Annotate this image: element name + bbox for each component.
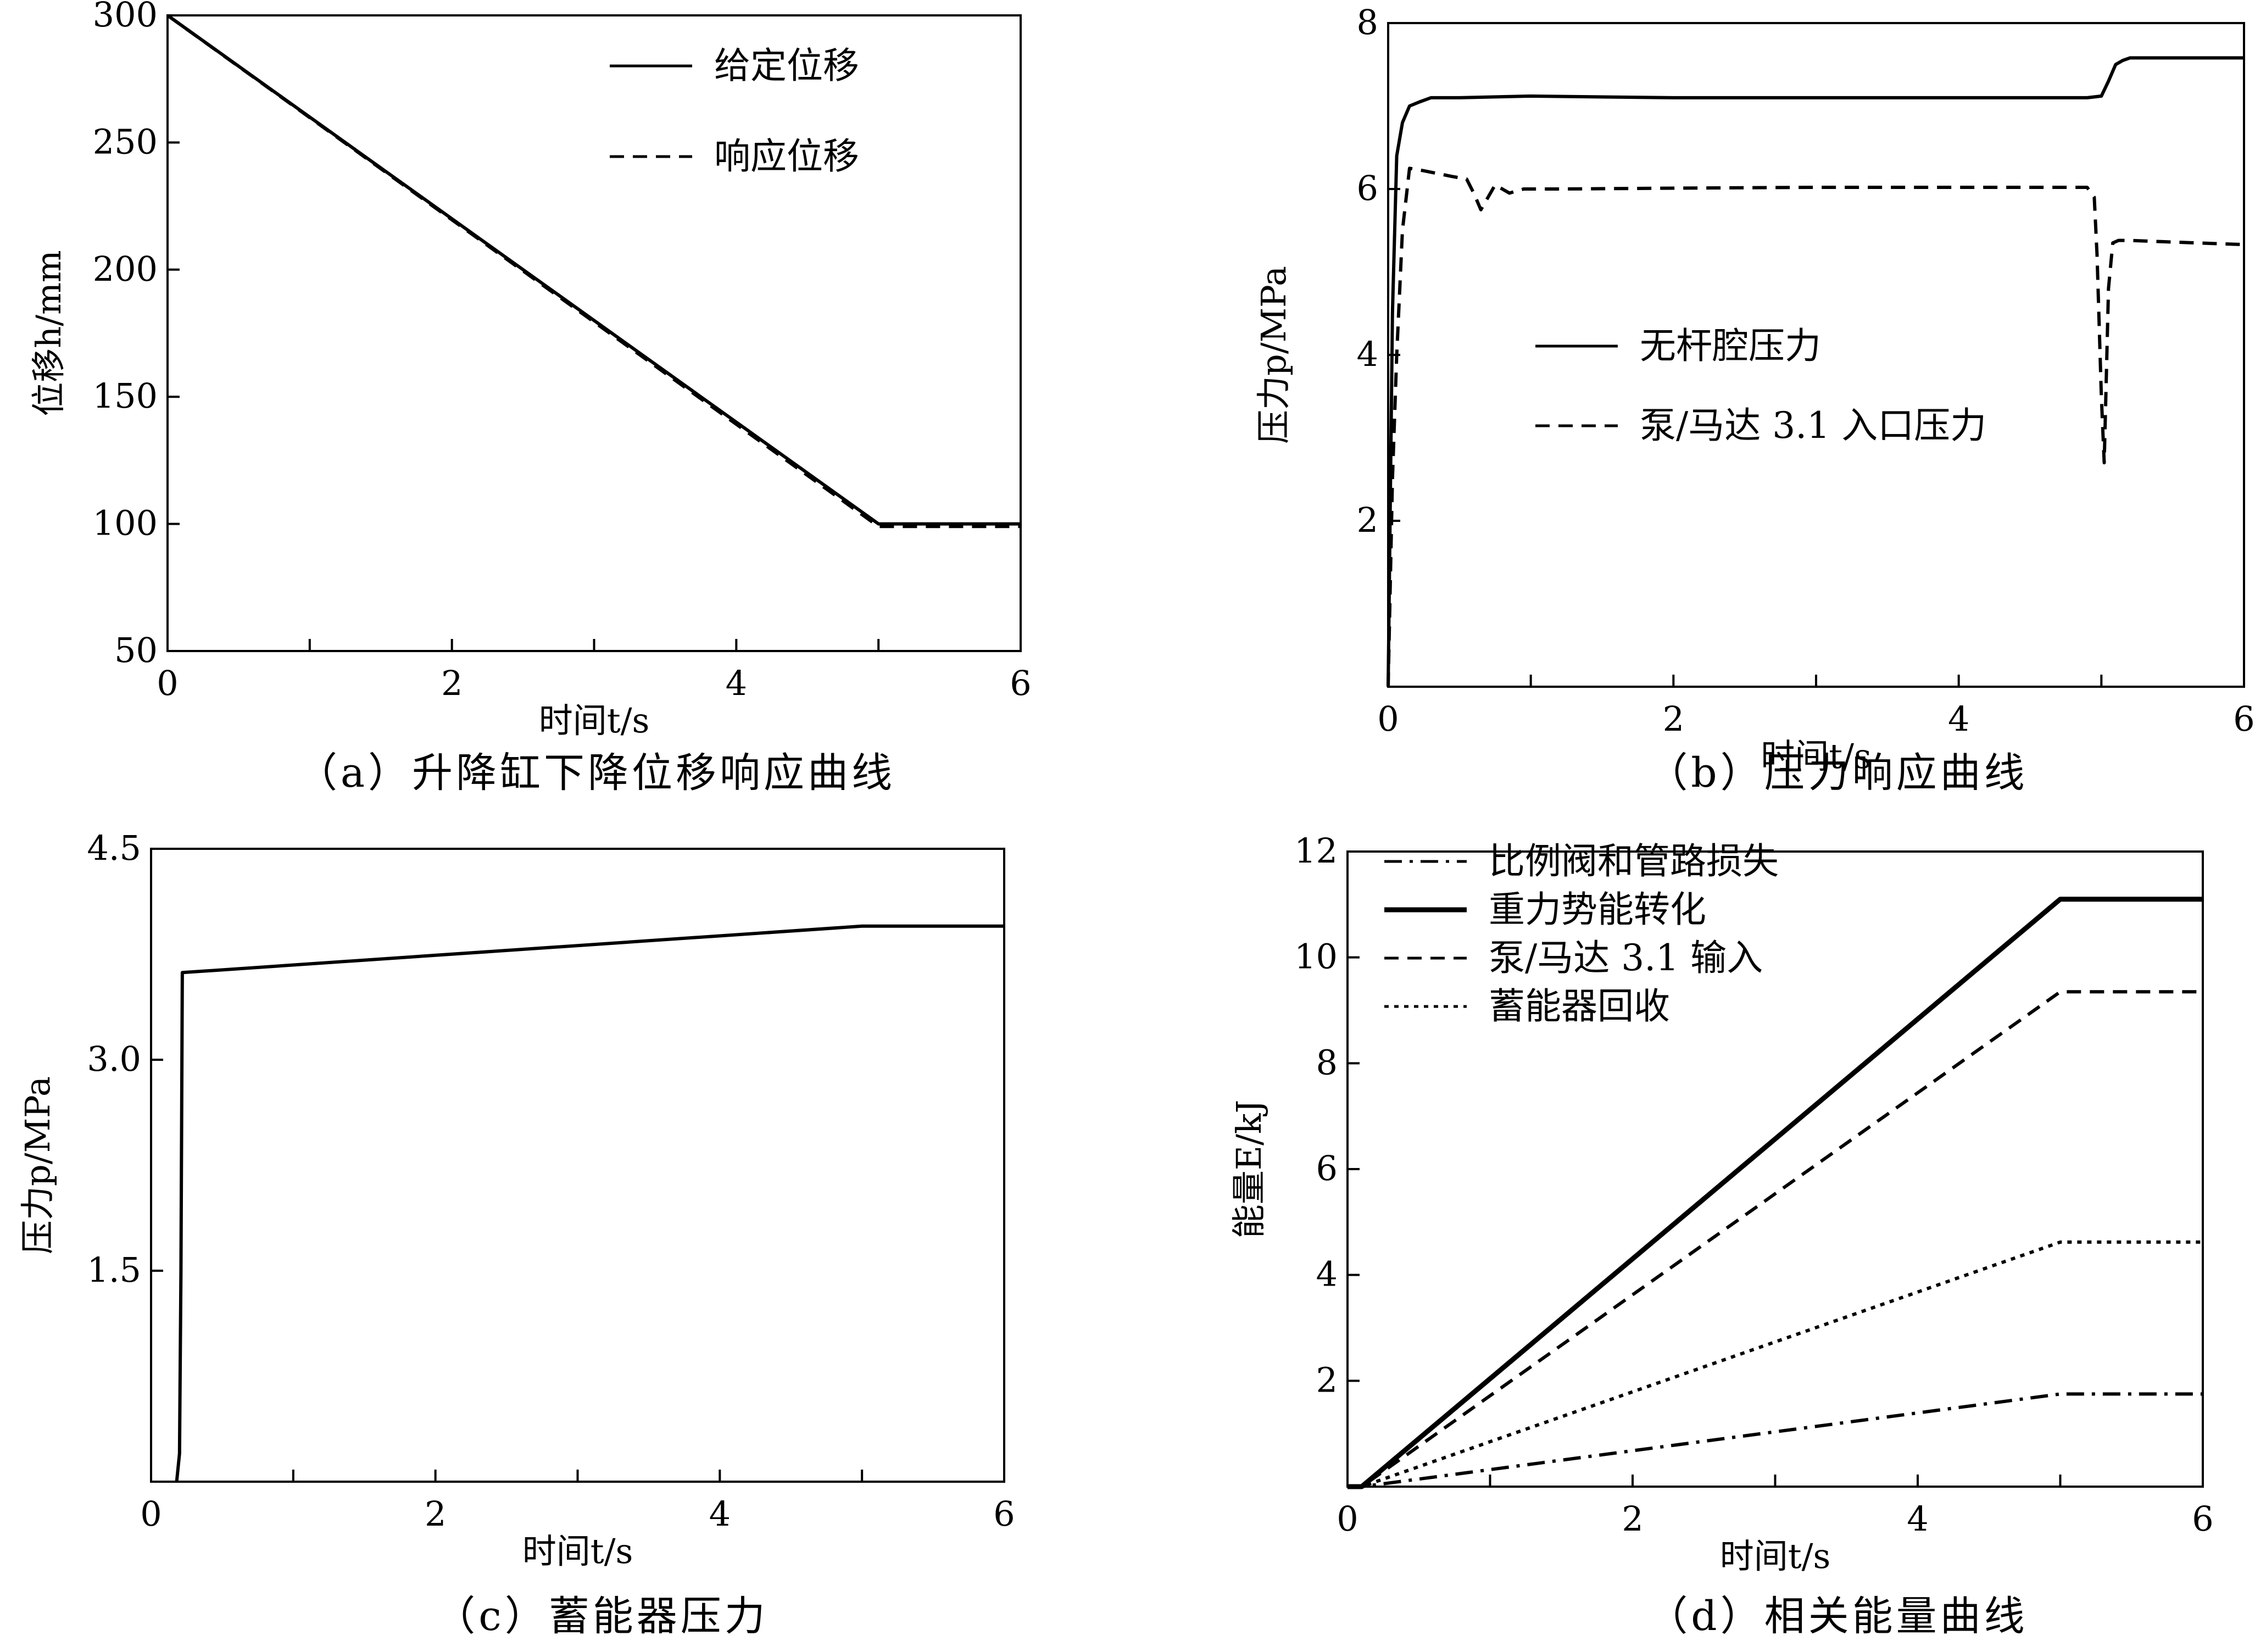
y-tick-label: 250 <box>93 121 158 162</box>
series-line <box>1387 56 2244 687</box>
series-line <box>1348 1240 2203 1488</box>
legend-label: 重力势能转化 <box>1489 888 1706 931</box>
y-tick-label: 300 <box>93 0 158 35</box>
y-tick-label: 12 <box>1294 831 1338 871</box>
y-tick-label: 10 <box>1294 937 1338 977</box>
legend-label: 无杆腔压力 <box>1640 325 1821 367</box>
legend-label: 给定位移 <box>714 45 859 87</box>
y-tick-label: 100 <box>93 503 158 543</box>
series-line <box>166 14 1021 529</box>
figure-caption: （b）压力响应曲线 <box>1647 749 2028 797</box>
legend-label: 比例阀和管路损失 <box>1489 840 1779 882</box>
chart-a: 0 2 4 6 50 100 150 200 250 300 时间t/s 位移h/mm （a）升降缸下降… <box>29 0 1032 797</box>
series-line <box>166 14 1021 526</box>
x-tick-label: 0 <box>1377 699 1399 739</box>
figure-caption: （c）蓄能器压力 <box>435 1593 768 1640</box>
y-tick-label: 6 <box>1316 1148 1338 1188</box>
series-line <box>1348 1392 2203 1488</box>
y-tick-label: 6 <box>1357 168 1378 208</box>
x-axis-label: 时间t/s <box>1720 1536 1831 1576</box>
x-tick-label: 6 <box>2233 699 2254 739</box>
y-tick-label: 150 <box>93 376 158 416</box>
y-tick-label: 4 <box>1316 1254 1338 1294</box>
y-tick-label: 2 <box>1357 500 1378 540</box>
series-line <box>1387 166 2245 687</box>
chart-c: 0 2 4 6 1.5 3.0 4.5 时间t/s 压力p/MPa （c）蓄能器压力 <box>18 828 1015 1640</box>
x-tick-label: 2 <box>425 1494 446 1534</box>
legend-label: 泵/马达 3.1 输入 <box>1489 937 1763 979</box>
y-tick-label: 8 <box>1357 2 1378 42</box>
y-tick-label: 1.5 <box>87 1250 141 1290</box>
x-tick-label: 6 <box>1010 663 1031 703</box>
x-tick-label: 4 <box>1907 1499 1928 1539</box>
plot-frame <box>150 848 1005 1483</box>
x-tick-label: 4 <box>726 663 747 703</box>
y-tick-label: 200 <box>93 249 158 289</box>
legend-label: 响应位移 <box>714 135 859 177</box>
x-tick-label: 0 <box>140 1494 162 1534</box>
y-tick-label: 3.0 <box>87 1039 141 1079</box>
x-axis-label: 时间t/s <box>522 1531 633 1571</box>
y-tick-label: 50 <box>114 630 158 670</box>
x-axis-label: 时间t/s <box>1761 736 1872 776</box>
x-tick-label: 4 <box>709 1494 731 1534</box>
x-tick-label: 4 <box>1948 699 1969 739</box>
legend-label: 蓄能器回收 <box>1489 985 1670 1027</box>
x-axis-label: 时间t/s <box>539 700 650 741</box>
legend-label: 泵/马达 3.1 入口压力 <box>1640 404 1986 447</box>
y-tick-label: 8 <box>1316 1042 1338 1082</box>
plot-frame <box>166 14 1022 652</box>
x-tick-label: 0 <box>1337 1499 1358 1539</box>
series-line <box>1348 990 2203 1488</box>
x-tick-label: 6 <box>993 1494 1015 1534</box>
x-tick-label: 0 <box>157 663 178 703</box>
y-tick-label: 4.5 <box>87 828 141 868</box>
y-tick-label: 4 <box>1357 334 1378 374</box>
series-line <box>175 924 1004 1482</box>
figure-caption: （d）相关能量曲线 <box>1647 1593 2028 1640</box>
y-axis-label: 压力p/MPa <box>18 1076 58 1254</box>
figure-caption: （a）升降缸下降位移响应曲线 <box>297 749 895 797</box>
chart-d: 0 2 4 6 2 4 6 8 10 12 时间t/s 能量E/kJ （d）相关能量曲线 比例阀和管路损失… <box>1229 831 2214 1640</box>
y-axis-label: 压力p/MPa <box>1254 266 1294 444</box>
x-tick-label: 2 <box>1663 699 1684 739</box>
y-axis-label: 位移h/mm <box>29 250 69 416</box>
y-tick-label: 2 <box>1316 1360 1338 1400</box>
x-tick-label: 2 <box>441 663 463 703</box>
x-tick-label: 6 <box>2192 1499 2213 1539</box>
y-axis-label: 能量E/kJ <box>1229 1100 1269 1239</box>
x-tick-label: 2 <box>1622 1499 1643 1539</box>
